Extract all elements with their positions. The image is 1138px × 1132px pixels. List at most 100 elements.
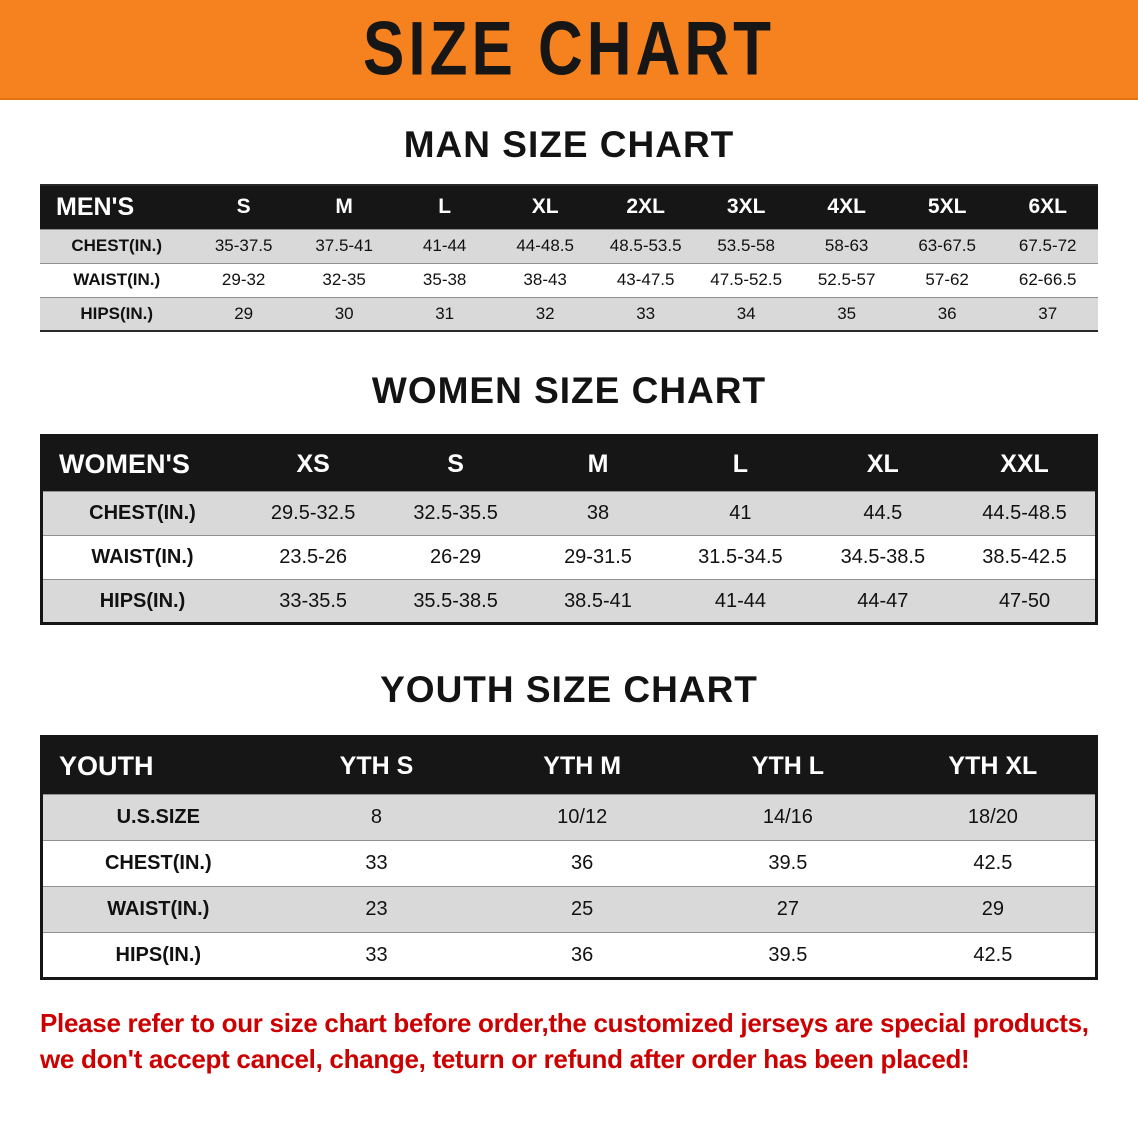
row-label: CHEST(IN.)	[71, 236, 163, 255]
men-size-chart-section: MAN SIZE CHART MEN'S S M L XL 2XL 3XL 4XL 5XL 6XL…	[0, 124, 1138, 332]
size-chart-banner: SIZE CHART	[0, 0, 1138, 100]
table-cell: 32-35	[322, 270, 366, 289]
disclaimer-line-2: we don't accept cancel, change, teturn o…	[40, 1043, 970, 1074]
column-header: M	[293, 185, 395, 229]
row-label: WAIST(IN.)	[107, 898, 210, 920]
table-cell: 8	[370, 806, 383, 828]
table-row: WAIST(IN.) 23.5-26 26-29 29-31.5 31.5-34.5 34…	[41, 535, 1097, 580]
table-cell: 62-66.5	[1018, 270, 1077, 289]
table-cell: 37	[1038, 303, 1058, 323]
column-header: 4XL	[796, 185, 897, 229]
youth-size-chart-section: YOUTH SIZE CHART YOUTH YTH S YTH M YTH L YTH…	[0, 669, 1138, 980]
table-cell: 14/16	[762, 806, 813, 828]
table-cell: 36	[937, 303, 957, 323]
table-header-row: YOUTH YTH S YTH M YTH L YTH XL	[41, 736, 1097, 795]
table-cell: 36	[571, 852, 594, 874]
table-cell: 57-62	[925, 270, 969, 289]
table-cell: 35-37.5	[214, 236, 273, 255]
table-cell: 38.5-42.5	[982, 546, 1067, 568]
section-title-youth: YOUTH SIZE CHART	[380, 669, 758, 710]
table-cell: 29	[234, 303, 254, 323]
banner-title: SIZE CHART	[363, 6, 775, 92]
women-size-table: WOMEN'S XS S M L XL XXL CHEST(IN.) 29.5-32.5 32.5…	[40, 434, 1098, 625]
column-header: L	[669, 435, 812, 492]
table-cell: 39.5	[768, 852, 808, 874]
table-cell: 41-44	[422, 236, 467, 255]
section-title-men: MAN SIZE CHART	[403, 124, 735, 165]
table-cell: 38-43	[523, 270, 567, 289]
table-cell: 10/12	[557, 806, 608, 828]
table-header-row: MEN'S S M L XL 2XL 3XL 4XL 5XL 6XL	[40, 185, 1098, 229]
table-cell: 67.5-72	[1018, 236, 1077, 255]
table-cell: 38.5-41	[564, 589, 632, 612]
disclaimer-line-1: Please refer to our size chart before or…	[40, 1008, 1089, 1038]
table-cell: 29	[981, 898, 1004, 920]
table-cell: 39.5	[768, 943, 808, 966]
table-cell: 30	[334, 303, 354, 323]
table-cell: 29.5-32.5	[270, 502, 356, 524]
column-header: M	[526, 435, 670, 492]
table-cell: 44-47	[857, 589, 909, 612]
table-cell: 29-32	[221, 270, 266, 289]
column-header: XL	[494, 185, 596, 229]
column-header: S	[384, 435, 527, 492]
table-cell: 41-44	[714, 589, 766, 612]
column-header: S	[193, 185, 294, 229]
table-cell: 32.5-35.5	[413, 502, 498, 524]
table-cell: 34.5-38.5	[840, 546, 926, 568]
table-cell: 18/20	[967, 806, 1018, 828]
table-cell: 23.5-26	[279, 546, 348, 568]
table-cell: 52.5-57	[817, 270, 876, 289]
row-label: HIPS(IN.)	[99, 589, 186, 612]
table-cell: 31.5-34.5	[698, 546, 783, 568]
table-corner-label: MEN'S	[40, 185, 194, 229]
column-header: 2XL	[595, 185, 696, 229]
table-cell: 31	[435, 303, 455, 323]
row-label: HIPS(IN.)	[80, 303, 154, 323]
row-label: CHEST(IN.)	[89, 502, 196, 524]
table-cell: 44.5-48.5	[982, 502, 1067, 524]
table-cell: 44-48.5	[516, 236, 574, 255]
table-cell: 33-35.5	[279, 589, 348, 612]
column-header: XL	[811, 435, 955, 492]
table-cell: 27	[776, 898, 800, 920]
table-cell: 53.5-58	[717, 236, 775, 255]
table-cell: 43-47.5	[616, 270, 675, 289]
column-header: L	[394, 185, 495, 229]
column-header: YTH S	[273, 736, 480, 795]
table-cell: 38	[586, 502, 610, 524]
row-label: WAIST(IN.)	[73, 270, 161, 289]
youth-size-table: YOUTH YTH S YTH M YTH L YTH XL U.S.SIZE 8 10/12…	[40, 735, 1098, 980]
table-cell: 33	[365, 852, 388, 874]
table-cell: 42.5	[973, 943, 1013, 966]
table-cell: 33	[365, 943, 388, 966]
table-cell: 34	[736, 303, 756, 323]
table-cell: 26-29	[429, 546, 482, 568]
table-cell: 37.5-41	[315, 236, 373, 255]
table-header-row: WOMEN'S XS S M L XL XXL	[41, 435, 1097, 492]
section-title-women: WOMEN SIZE CHART	[371, 370, 767, 411]
women-size-chart-section: WOMEN SIZE CHART WOMEN'S XS S M L XL XXL CHEST(…	[0, 370, 1138, 625]
table-row: CHEST(IN.) 33 36 39.5 42.5	[41, 840, 1097, 887]
table-cell: 23	[365, 898, 388, 920]
table-corner-label: WOMEN'S	[41, 435, 242, 492]
table-cell: 44.5	[863, 502, 903, 524]
disclaimer-text: Please refer to our size chart before or…	[40, 1006, 1098, 1078]
column-header: YTH M	[479, 736, 686, 795]
column-header: XXL	[954, 435, 1097, 492]
row-label: WAIST(IN.)	[91, 546, 194, 568]
table-cell: 35-38	[422, 270, 467, 289]
table-cell: 41	[729, 502, 752, 524]
table-cell: 36	[571, 943, 594, 966]
row-label: HIPS(IN.)	[115, 943, 202, 966]
table-cell: 58-63	[824, 236, 869, 255]
table-cell: 35.5-38.5	[413, 589, 498, 612]
table-row: WAIST(IN.) 23 25 27 29	[41, 886, 1097, 933]
table-row: HIPS(IN.) 33-35.5 35.5-38.5 38.5-41 41-44 44-…	[41, 579, 1097, 624]
table-cell: 33	[636, 303, 656, 323]
table-row: HIPS(IN.) 29 30 31 32 33 34 35 36 37	[40, 297, 1098, 331]
table-corner-label: YOUTH	[41, 736, 274, 795]
table-cell: 47-50	[998, 589, 1051, 612]
table-cell: 42.5	[973, 852, 1013, 874]
column-header: YTH XL	[890, 736, 1097, 795]
